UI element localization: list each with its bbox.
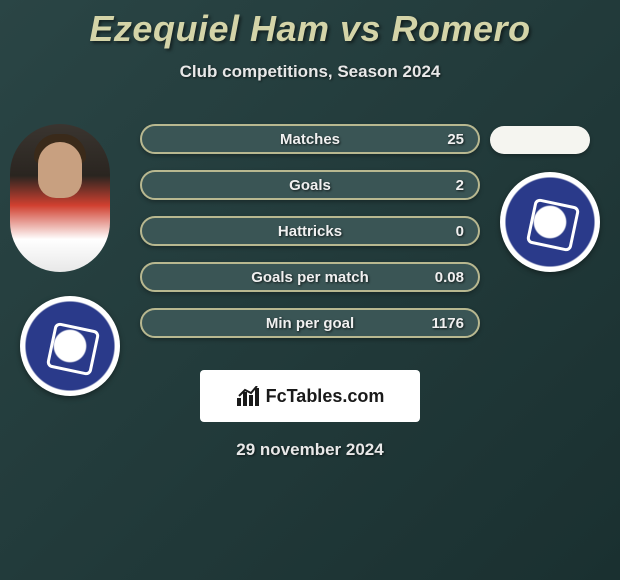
stat-label: Min per goal: [266, 315, 354, 332]
stat-value-right: 0: [456, 223, 464, 240]
stat-row-hattricks: Hattricks 0: [140, 216, 480, 246]
stat-row-goals: Goals 2: [140, 170, 480, 200]
comparison-subtitle: Club competitions, Season 2024: [0, 62, 620, 82]
stat-row-matches: Matches 25: [140, 124, 480, 154]
bar-chart-icon: [236, 386, 260, 406]
club-crest-right: [500, 172, 600, 272]
stat-label: Goals per match: [251, 269, 369, 286]
club-crest-left: [20, 296, 120, 396]
stat-value-right: 1176: [431, 315, 464, 332]
source-logo: FcTables.com: [200, 370, 420, 422]
player-right-photo-placeholder: [490, 126, 590, 154]
player-left-photo: [10, 124, 110, 272]
stat-label: Goals: [289, 177, 331, 194]
stat-row-min-per-goal: Min per goal 1176: [140, 308, 480, 338]
stat-value-right: 25: [447, 131, 464, 148]
stat-value-right: 0.08: [435, 269, 464, 286]
player-head: [38, 142, 82, 198]
comparison-title: Ezequiel Ham vs Romero: [0, 0, 620, 50]
stat-value-right: 2: [456, 177, 464, 194]
stat-label: Hattricks: [278, 223, 342, 240]
stat-row-goals-per-match: Goals per match 0.08: [140, 262, 480, 292]
stat-label: Matches: [280, 131, 340, 148]
source-logo-text: FcTables.com: [266, 386, 385, 407]
comparison-date: 29 november 2024: [0, 440, 620, 460]
